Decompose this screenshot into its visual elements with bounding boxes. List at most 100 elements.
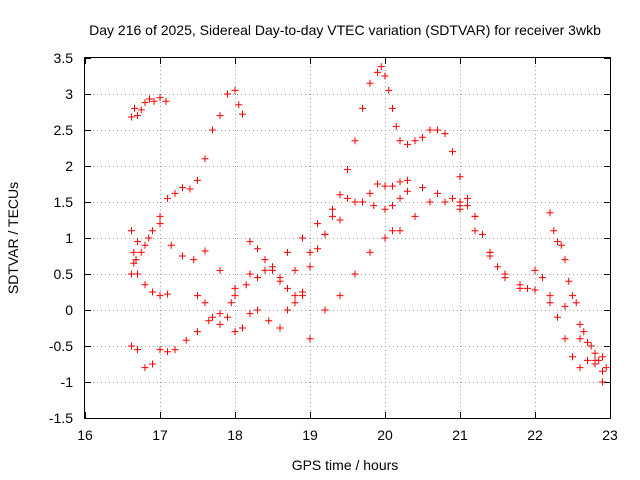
data-point [128,270,135,278]
y-tick-label: 3.5 [54,50,74,66]
data-point [134,238,141,246]
data-point [306,335,314,343]
data-point [254,245,261,253]
data-point [182,336,190,344]
data-point [186,185,194,193]
data-point [396,178,404,186]
data-point [569,292,576,300]
data-point [377,63,385,71]
data-point [419,184,426,192]
data-point [531,266,539,274]
data-point [561,302,569,310]
data-point [201,155,209,163]
data-point [531,286,539,294]
data-point [179,184,186,192]
data-point [396,227,404,235]
plot-frame [84,57,611,419]
data-point [546,209,554,217]
data-point [156,292,164,300]
data-point [404,187,411,195]
data-point [141,281,149,289]
series-track-c [128,176,411,292]
y-tick-label: 2 [65,158,73,174]
data-point [381,72,389,80]
data-point [150,97,158,105]
data-point [141,364,149,372]
data-point [265,317,273,325]
chart-title: Day 216 of 2025, Sidereal Day-to-day VTE… [89,22,601,38]
data-point [344,194,351,202]
data-point [239,324,246,332]
data-point [145,234,153,242]
data-point [366,248,374,256]
data-point [426,198,434,206]
x-tick-label: 19 [302,427,318,443]
data-point [381,205,389,213]
data-point [314,220,321,228]
data-point [344,166,351,174]
data-point [576,364,584,372]
data-point [366,189,374,197]
data-point [134,112,141,120]
data-point [128,113,135,121]
data-point [554,238,561,246]
data-point [131,104,138,112]
data-point [134,270,141,278]
data-point [576,335,584,343]
data-point [389,104,396,112]
data-point [569,353,576,361]
data-point [254,306,261,314]
y-axis-title: SDTVAR / TECUs [5,182,21,294]
data-point [351,270,359,278]
data-point [449,194,456,202]
data-point [464,202,471,210]
data-point [164,290,171,298]
data-point [284,284,291,292]
data-point [561,256,569,264]
data-point [404,140,411,148]
data-point [359,198,366,206]
series-track-e [130,259,171,300]
data-point [291,292,299,300]
data-point [141,99,149,107]
data-point [599,367,606,375]
data-point [389,202,396,210]
data-point [404,176,411,184]
data-point [351,198,359,206]
data-point [156,212,164,220]
data-point [389,182,396,190]
data-point [224,313,231,321]
data-point [550,227,558,235]
data-point [434,126,441,134]
data-point [216,112,224,120]
data-point [381,182,389,190]
data-point [205,317,213,325]
data-point [456,202,464,210]
data-point [561,335,569,343]
data-point [149,227,156,235]
data-point [336,191,344,199]
data-point [336,292,344,300]
y-tick-label: -0.5 [49,338,73,354]
data-point [374,68,381,76]
data-point [587,342,595,350]
data-point [381,234,389,242]
x-axis-title: GPS time / hours [292,457,399,473]
data-point [231,284,239,292]
data-point [164,348,171,356]
series-track-h [456,202,610,375]
data-point [299,292,306,300]
data-point [261,256,269,264]
data-point [366,79,374,87]
data-point [194,292,201,300]
data-point [385,86,393,94]
data-point [132,256,140,264]
x-tick-label: 17 [152,427,168,443]
data-point [595,356,603,364]
data-point [246,238,254,246]
data-point [299,234,306,242]
data-point [130,248,138,256]
data-point [146,95,153,103]
data-point [501,270,509,278]
data-point [137,248,145,256]
